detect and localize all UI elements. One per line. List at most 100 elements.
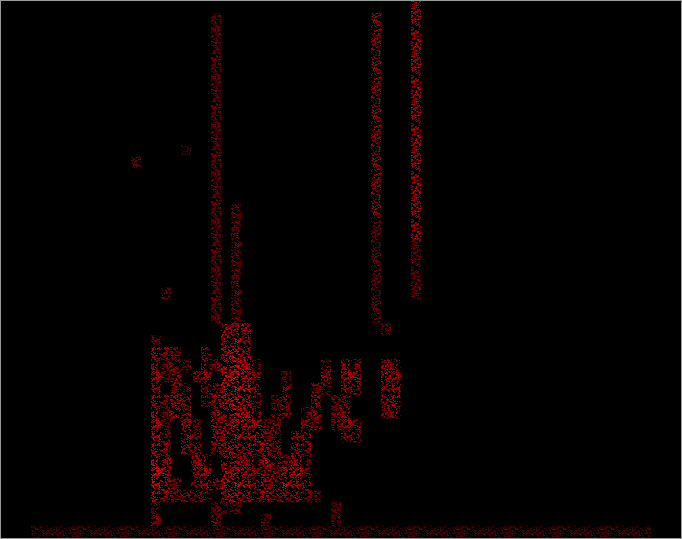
cell <box>211 383 221 395</box>
cell <box>221 431 231 443</box>
cell <box>241 383 251 395</box>
cell <box>371 216 381 228</box>
cell <box>211 96 221 108</box>
cell <box>211 431 221 443</box>
cell <box>321 383 331 395</box>
cell <box>151 502 161 514</box>
cell <box>371 228 381 240</box>
cell <box>211 204 221 216</box>
cell <box>61 526 71 538</box>
cell <box>431 526 441 538</box>
cell <box>371 73 381 85</box>
cell <box>181 144 191 156</box>
cell <box>221 466 231 478</box>
cell <box>341 371 351 383</box>
cell <box>331 502 341 514</box>
cell <box>211 526 221 538</box>
cell <box>211 25 221 37</box>
cell <box>371 168 381 180</box>
cell <box>181 395 191 407</box>
cell <box>221 395 231 407</box>
cell <box>261 454 271 466</box>
cell <box>271 395 281 407</box>
cell <box>191 419 201 431</box>
cell <box>411 1 421 13</box>
cell <box>221 454 231 466</box>
cell <box>391 371 401 383</box>
cell <box>371 192 381 204</box>
cell <box>411 168 421 180</box>
cell <box>171 371 181 383</box>
cell <box>311 407 321 419</box>
cell <box>201 383 211 395</box>
cell <box>261 419 271 431</box>
cell <box>201 526 211 538</box>
cell <box>241 323 251 335</box>
cell <box>211 156 221 168</box>
cell <box>161 526 171 538</box>
cell <box>521 526 531 538</box>
cell <box>161 347 171 359</box>
cell <box>501 526 511 538</box>
cell <box>251 478 261 490</box>
cell <box>281 454 291 466</box>
cell <box>241 359 251 371</box>
cell <box>241 335 251 347</box>
cell <box>231 216 241 228</box>
cell <box>51 526 61 538</box>
cell <box>201 454 211 466</box>
cell <box>311 490 321 502</box>
cell <box>291 490 301 502</box>
cell <box>211 168 221 180</box>
cell <box>321 371 331 383</box>
cell <box>231 407 241 419</box>
cell <box>261 466 271 478</box>
cell <box>201 359 211 371</box>
cell <box>411 37 421 49</box>
cell <box>491 526 501 538</box>
cell <box>371 264 381 276</box>
cell <box>161 395 171 407</box>
cell <box>411 526 421 538</box>
cell <box>371 108 381 120</box>
cell <box>211 514 221 526</box>
cell <box>171 490 181 502</box>
cell <box>381 323 391 335</box>
cell <box>331 419 341 431</box>
cell <box>231 287 241 299</box>
cell <box>231 431 241 443</box>
cell <box>291 431 301 443</box>
cell <box>531 526 541 538</box>
cell <box>331 514 341 526</box>
cell <box>311 383 321 395</box>
cell <box>201 478 211 490</box>
cell <box>241 431 251 443</box>
cell <box>371 144 381 156</box>
cell <box>401 526 411 538</box>
cell <box>181 526 191 538</box>
cell <box>581 526 591 538</box>
cell <box>371 85 381 97</box>
cell <box>321 359 331 371</box>
cell <box>91 526 101 538</box>
cell <box>231 383 241 395</box>
cell <box>251 431 261 443</box>
cell <box>241 478 251 490</box>
cell <box>311 419 321 431</box>
cell <box>391 383 401 395</box>
cell <box>411 49 421 61</box>
cell <box>231 478 241 490</box>
cell <box>211 144 221 156</box>
cell <box>211 108 221 120</box>
cell <box>291 443 301 455</box>
cell <box>331 395 341 407</box>
cell <box>171 478 181 490</box>
cell <box>451 526 461 538</box>
cell <box>371 37 381 49</box>
cell <box>211 73 221 85</box>
cell <box>151 466 161 478</box>
cell <box>301 454 311 466</box>
cell <box>231 299 241 311</box>
cell <box>31 526 41 538</box>
cell <box>231 252 241 264</box>
